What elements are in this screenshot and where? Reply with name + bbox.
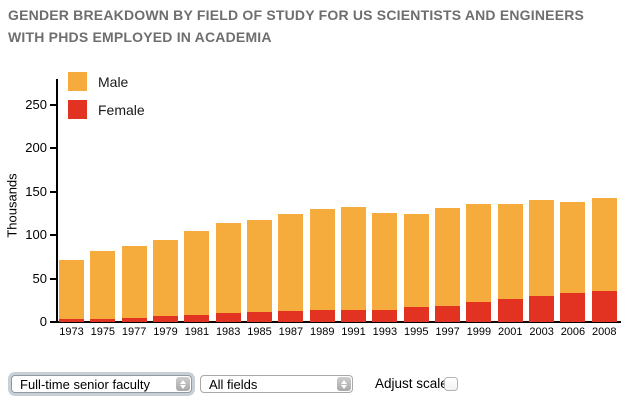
bar-1989-female [309,309,335,322]
bar-1993-male [372,212,398,322]
bar-1989-male [309,209,335,322]
field-select[interactable]: All fields [200,375,353,393]
bar-1999-female [466,302,492,322]
x-tick-label: 2001 [498,326,523,338]
bar-2003-female [529,295,555,322]
faculty-select-value: Full-time senior faculty [20,377,151,392]
bar-1993-female [372,309,398,322]
y-tick-label: 50 [32,270,47,286]
y-tick-label: 200 [25,140,47,156]
x-tick-label: 2006 [560,326,586,338]
x-tick-label: 1995 [403,326,429,338]
x-tick-label: 1983 [215,326,241,338]
bar-2008-male [591,197,617,322]
bar-1979-female [153,315,179,322]
x-tick-label: 1997 [435,326,460,338]
x-tick-label: 2008 [592,326,617,338]
x-tick-label: 1977 [121,326,147,338]
x-tick-label: 1979 [153,326,178,338]
bar-1977-male [121,245,147,322]
x-tick-label: 1985 [247,326,272,338]
bar-2008-female [591,290,617,322]
bar-1987-female [278,310,304,322]
y-tick-label: 250 [25,97,47,112]
x-tick-label: 1981 [184,326,210,338]
bar-1995-female [403,307,429,322]
faculty-select[interactable]: Full-time senior faculty [11,375,192,393]
x-tick-label: 1993 [372,326,398,338]
adjust-scale-label: Adjust scale: [375,376,452,391]
y-tick-label: 150 [25,183,47,199]
bar-1987-male [278,213,304,322]
y-tick-mark [50,234,56,237]
y-tick-mark [50,321,56,323]
female-legend-label: Female [98,102,145,118]
select-stepper-icon [176,377,190,391]
y-tick-label: 0 [39,314,47,329]
bar-1975-female [90,318,116,322]
bar-1991-female [341,309,367,322]
adjust-scale-checkbox[interactable] [444,377,458,391]
x-tick-label: 1973 [59,326,84,338]
bar-1981-male [184,230,210,322]
bar-1981-female [184,315,210,322]
bar-1979-male [153,239,179,322]
select-stepper-icon [337,377,351,391]
x-tick-label: 1987 [278,326,304,338]
male-legend-swatch [68,72,87,91]
bar-1991-male [341,207,367,322]
y-tick-mark [50,277,56,280]
bar-2006-male [560,202,586,322]
y-tick-mark [50,104,56,106]
bar-1975-male [90,250,116,322]
x-tick-label: 1991 [341,326,366,338]
y-tick-mark [50,190,56,193]
x-tick-label: 1989 [309,326,335,338]
x-tick-label: 1999 [466,326,492,338]
female-legend-swatch [68,100,87,119]
page-title: GENDER BREAKDOWN BY FIELD OF STUDY FOR U… [8,7,585,45]
field-select-value: All fields [209,377,258,392]
male-legend-label: Male [98,74,129,90]
bar-1973-female [59,319,84,322]
bar-1985-female [247,312,273,322]
bar-1977-female [121,317,147,322]
bar-1983-female [215,313,241,322]
bar-2006-female [560,293,586,322]
x-axis-line [56,321,621,323]
y-axis-line [56,79,58,323]
bar-1997-female [435,305,461,322]
bar-1995-male [403,214,429,322]
bar-2001-female [497,299,523,322]
bar-1997-male [435,208,461,322]
x-tick-label: 1975 [90,326,116,338]
bar-1985-male [247,219,273,322]
bar-1973-male [59,260,84,322]
bar-2003-male [529,199,555,322]
bar-1983-male [215,223,241,322]
bar-1999-male [466,203,492,322]
y-tick-label: 100 [25,227,47,243]
y-tick-mark [50,147,56,150]
x-tick-label: 2003 [529,326,554,338]
bar-2001-male [497,203,523,322]
